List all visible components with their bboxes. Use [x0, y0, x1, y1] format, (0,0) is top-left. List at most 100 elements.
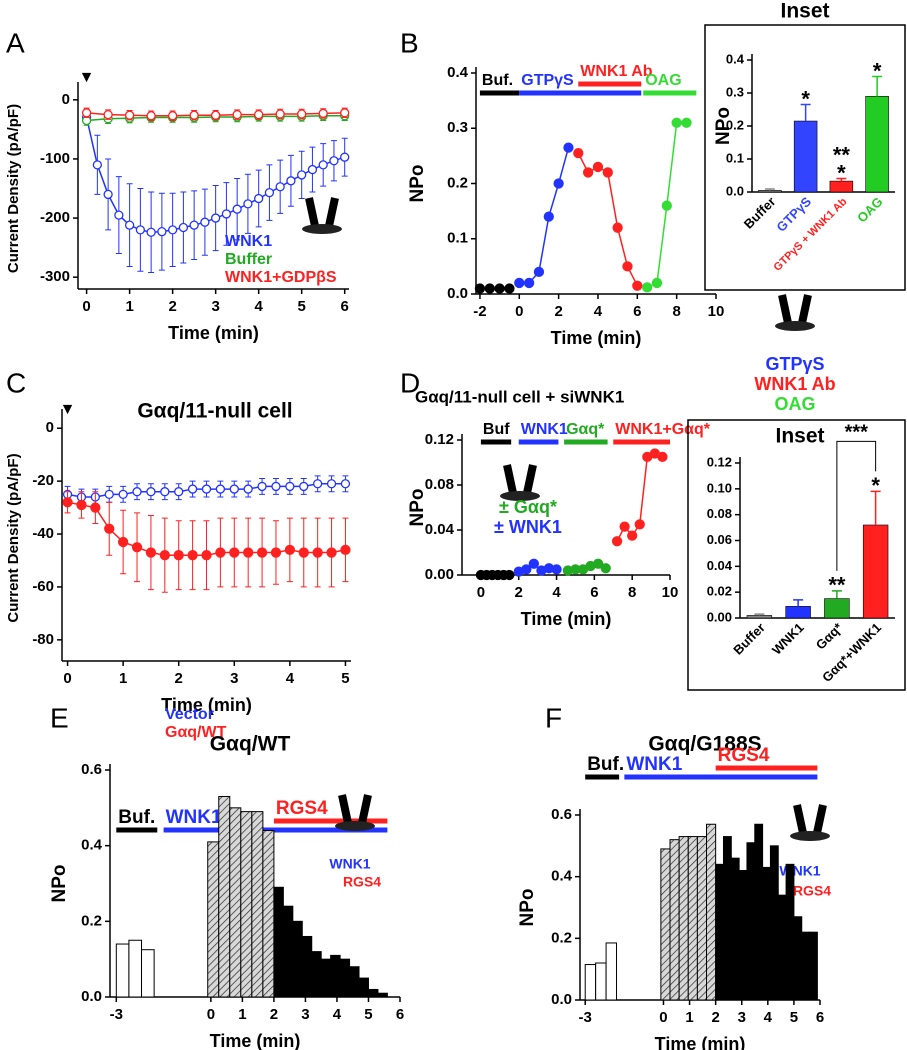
y-axis-label: NPo — [517, 889, 538, 927]
error-bar — [870, 490, 881, 525]
panel-label: C — [6, 367, 26, 398]
icon-label: WNK1 — [329, 856, 370, 872]
data-point — [189, 110, 199, 120]
y-axis-label: NPo — [713, 107, 734, 145]
data-point — [318, 160, 328, 170]
category-label: WNK1 — [769, 620, 807, 658]
x-tick-label: 2 — [554, 303, 562, 320]
bar — [793, 120, 818, 193]
channel-icon — [305, 197, 339, 227]
x-tick-label: 4 — [254, 298, 263, 315]
histogram-bar — [669, 839, 680, 1001]
data-point — [528, 558, 540, 569]
treatment-label: Buf. — [587, 754, 624, 775]
treatment-label: RGS4 — [276, 798, 328, 819]
y-tick-label: 0.1 — [447, 230, 468, 247]
y-tick-label: 0.12 — [707, 454, 732, 469]
channel-icon — [793, 804, 827, 834]
x-tick-label: 0 — [63, 670, 71, 687]
chart-title: Inset — [780, 0, 829, 23]
x-axis-label: Time (min) — [521, 609, 612, 629]
bar — [746, 615, 773, 619]
treatment-label: GTPγS — [521, 72, 574, 89]
x-tick-label: 0 — [207, 1006, 215, 1023]
data-point — [157, 227, 167, 237]
data-point — [326, 479, 337, 489]
histogram-bar — [207, 841, 220, 998]
data-point — [286, 176, 296, 186]
x-tick-label: 5 — [790, 1009, 798, 1026]
x-tick-label: 6 — [590, 584, 598, 601]
x-tick-label: 3 — [211, 298, 219, 315]
histogram-bar — [229, 807, 242, 998]
histogram-bar — [605, 942, 618, 1001]
bracket-label: *** — [845, 422, 869, 444]
data-point — [612, 222, 623, 233]
x-tick-label: 1 — [125, 298, 133, 315]
data-point — [622, 261, 633, 272]
data-point — [243, 484, 253, 494]
x-tick-label: 4 — [333, 1006, 342, 1023]
icon-label: OAG — [774, 394, 815, 414]
significance-star: * — [873, 58, 882, 83]
data-point — [661, 200, 672, 211]
y-tick-label: 0 — [62, 91, 70, 108]
histogram-bar — [141, 949, 155, 998]
data-point — [275, 109, 285, 119]
data-point — [243, 547, 254, 558]
x-tick-label: 4 — [552, 584, 561, 601]
x-tick-label: -2 — [473, 303, 486, 320]
data-point — [340, 108, 350, 118]
data-point — [553, 178, 564, 189]
data-point — [521, 564, 532, 575]
icon-label: GTPγS — [765, 354, 824, 374]
data-point — [103, 189, 113, 200]
histogram-bar — [273, 886, 284, 998]
data-point — [159, 550, 170, 561]
channel-icon — [500, 491, 540, 501]
data-point — [329, 156, 339, 166]
data-point — [632, 280, 643, 291]
data-point — [146, 227, 156, 237]
x-tick-label: 5 — [364, 1006, 372, 1023]
channel-icon — [775, 321, 815, 331]
y-axis-label: Current Density (pA/pF) — [5, 453, 22, 622]
histogram-bar — [320, 958, 332, 998]
bar — [785, 606, 811, 619]
histogram-bar — [595, 962, 607, 1001]
data-point — [187, 550, 198, 561]
channel-icon — [302, 224, 342, 234]
data-point — [299, 481, 309, 492]
x-tick-label: 2 — [515, 584, 523, 601]
y-tick-label: 0.6 — [551, 806, 572, 823]
y-tick-label: 0.06 — [707, 532, 732, 547]
x-tick-label: 2 — [270, 1006, 278, 1023]
treatment-label: Buf. — [118, 807, 155, 828]
error-bar — [764, 188, 775, 191]
data-point — [160, 487, 170, 497]
data-point — [600, 563, 611, 574]
time-zero-arrow: ▼ — [60, 401, 76, 418]
histogram-bar — [367, 988, 379, 998]
legend-label: WNK1+GDPβS — [225, 269, 337, 286]
y-tick-label: -300 — [40, 268, 70, 285]
data-point — [135, 225, 146, 235]
data-point — [124, 220, 135, 230]
chart-title: Gαq/G188S — [648, 733, 761, 756]
data-point — [340, 479, 351, 489]
panel-label: E — [50, 702, 69, 733]
panel-label: D — [400, 367, 420, 398]
data-point — [551, 564, 562, 575]
x-axis-label: Time (min) — [161, 695, 252, 715]
time-zero-arrow: ▼ — [79, 69, 95, 86]
y-tick-label: 0.04 — [707, 558, 733, 573]
legend-label: WNK1 — [225, 233, 272, 250]
data-point — [602, 167, 613, 178]
data-point — [297, 170, 307, 180]
y-tick-label: 0.3 — [447, 119, 468, 136]
treatment-label: OAG — [645, 72, 681, 89]
data-point — [173, 550, 184, 561]
x-tick-label: 6 — [816, 1009, 824, 1026]
histogram-bar — [715, 863, 724, 1001]
data-point — [307, 164, 318, 175]
